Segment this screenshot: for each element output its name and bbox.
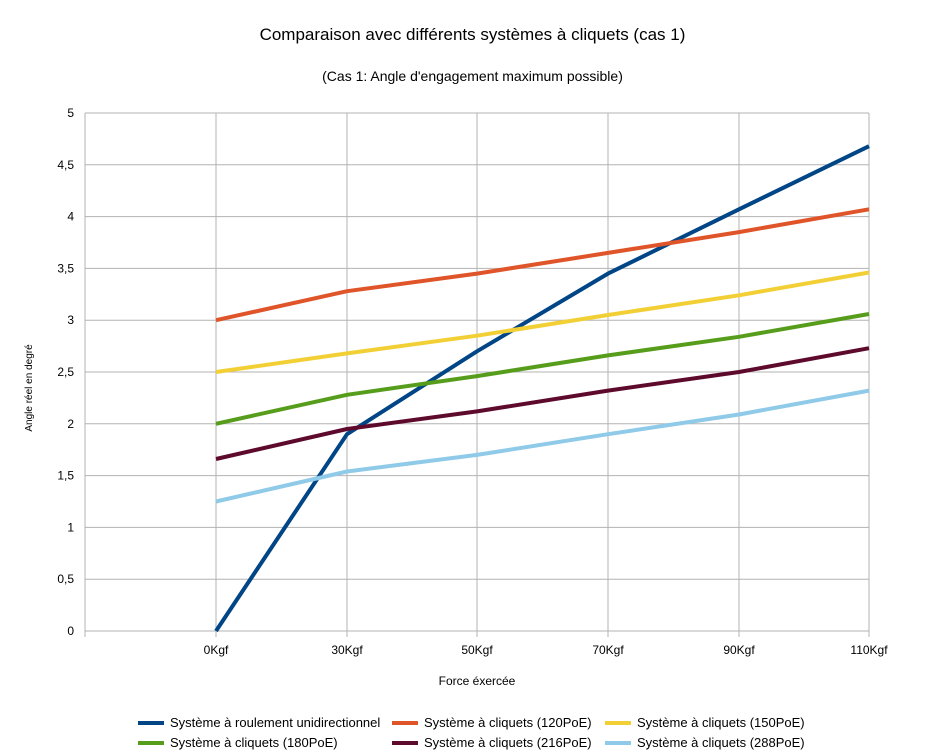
- legend-swatch: [392, 740, 418, 745]
- x-tick-label: 30Kgf: [331, 643, 363, 657]
- legend-swatch: [138, 720, 164, 725]
- legend-label: Système à cliquets (180PoE): [170, 735, 338, 750]
- legend-swatch: [605, 720, 631, 725]
- chart-title: Comparaison avec différents systèmes à c…: [259, 25, 686, 44]
- y-tick-labels: 0 0,5 1 1,5 2 2,5 3 3,5 4 4,5 5: [57, 106, 74, 638]
- series-line: [215, 312, 870, 426]
- y-tick-label: 2: [67, 417, 74, 431]
- legend-swatch: [392, 720, 418, 725]
- y-axis-title: Angle réel en degré: [24, 344, 35, 432]
- y-tick-label: 2,5: [57, 365, 74, 379]
- series-line: [215, 346, 870, 461]
- line-chart: 0 0,5 1 1,5 2 2,5 3 3,5 4 4,5 5 0Kgf 30Kgf 50Kgf 70Kg…: [24, 106, 889, 688]
- legend-label: Système à cliquets (216PoE): [424, 735, 592, 750]
- series-layer: [214, 144, 870, 633]
- legend-label: Système à cliquets (150PoE): [637, 715, 805, 730]
- x-tick-label: 70Kgf: [592, 643, 624, 657]
- y-tick-label: 0,5: [57, 572, 74, 586]
- x-tick-label: 0Kgf: [204, 643, 229, 657]
- y-tick-label: 3: [67, 313, 74, 327]
- y-tick-label: 1: [67, 520, 74, 534]
- y-tick-label: 4: [67, 210, 74, 224]
- grid-layer: [84, 112, 870, 637]
- legend-item: Système à cliquets (120PoE): [392, 715, 592, 730]
- series-line: [215, 207, 870, 323]
- x-tick-labels: 0Kgf 30Kgf 50Kgf 70Kgf 90Kgf 110Kgf: [204, 643, 889, 657]
- series-line: [215, 270, 870, 374]
- legend-item: Système à roulement unidirectionnel: [138, 715, 380, 730]
- series-line: [214, 144, 870, 633]
- legend-item: Système à cliquets (216PoE): [392, 735, 592, 750]
- legend-item: Système à cliquets (150PoE): [605, 715, 805, 730]
- x-tick-label: 50Kgf: [461, 643, 493, 657]
- legend-swatch: [138, 740, 164, 745]
- x-tick-label: 110Kgf: [850, 643, 888, 657]
- legend-label: Système à cliquets (120PoE): [424, 715, 592, 730]
- legend-label: Système à roulement unidirectionnel: [170, 715, 381, 730]
- legend-label: Système à cliquets (288PoE): [637, 735, 805, 750]
- series-line: [215, 388, 870, 504]
- y-tick-label: 3,5: [57, 261, 74, 275]
- y-tick-label: 4,5: [57, 158, 74, 172]
- chart-subtitle: (Cas 1: Angle d'engagement maximum possi…: [322, 68, 623, 84]
- legend-swatch: [605, 740, 631, 745]
- legend-item: Système à cliquets (180PoE): [138, 735, 338, 750]
- x-axis-title: Force éxercée: [439, 674, 516, 688]
- legend-item: Système à cliquets (288PoE): [605, 735, 805, 750]
- x-tick-label: 90Kgf: [723, 643, 755, 657]
- y-tick-label: 0: [67, 624, 74, 638]
- y-tick-label: 5: [67, 106, 74, 120]
- y-tick-label: 1,5: [57, 469, 74, 483]
